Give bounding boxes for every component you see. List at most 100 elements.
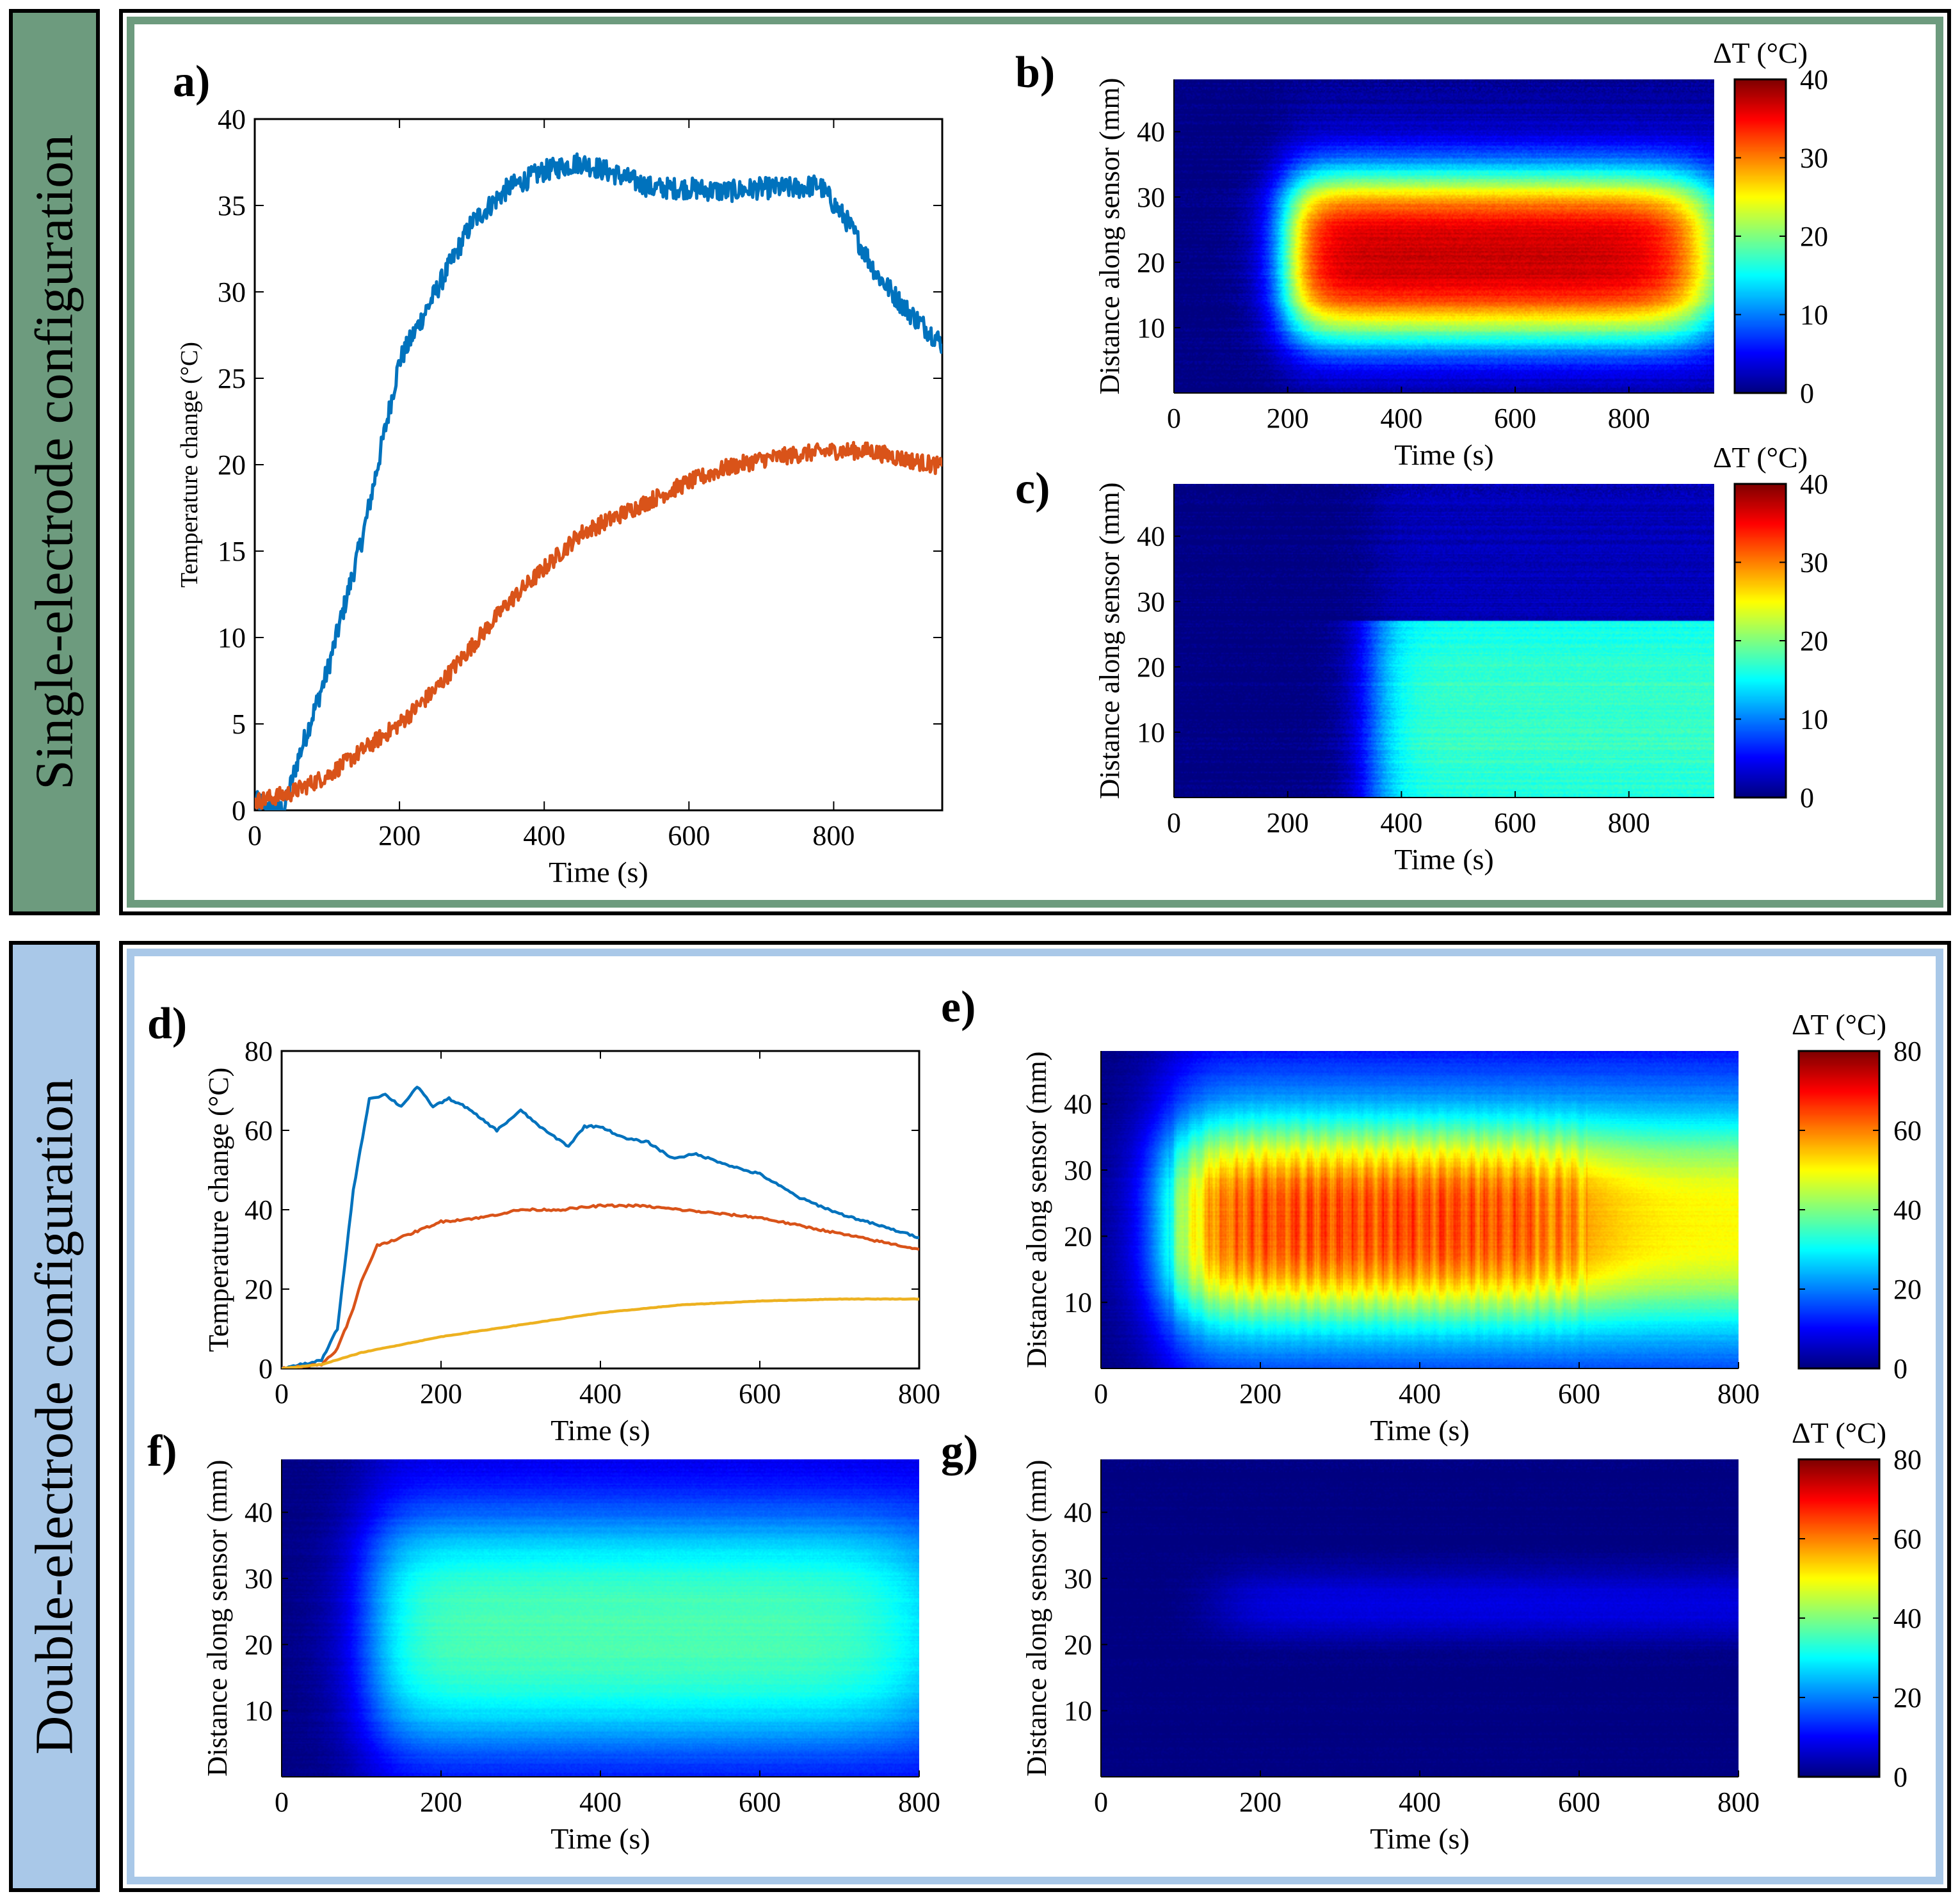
x-tick-label-f: 0 [275, 1786, 289, 1818]
series-line-d-orange [282, 1203, 919, 1368]
x-tick-label-a: 600 [668, 820, 710, 851]
heatmap-f [282, 1459, 919, 1777]
colorbar-tick-label-c: 20 [1800, 625, 1828, 657]
x-tick-label-c: 200 [1267, 807, 1309, 838]
colorbar-frame-e [1797, 1050, 1881, 1370]
x-tick-label-d: 600 [739, 1378, 781, 1409]
y-axis-label-e: Distance along sensor (mm) [1021, 1052, 1052, 1368]
y-tick-label-b: 30 [1137, 182, 1165, 213]
y-tick-label-a: 10 [218, 622, 246, 654]
colorbar-tick-label-g: 0 [1893, 1761, 1908, 1793]
y-tick-label-a: 0 [232, 795, 246, 826]
colorbar-tick-label-b: 30 [1800, 143, 1828, 174]
colorbar-tick-label-b: 20 [1800, 221, 1828, 252]
y-tick-label-d: 40 [245, 1194, 273, 1226]
panel-label-d: d) [147, 999, 187, 1048]
x-tick-label-d: 400 [579, 1378, 622, 1409]
colorbar-title-b: ΔT (°C) [1713, 36, 1808, 69]
y-axis-label-d: Temperature change (°C) [203, 1068, 234, 1352]
x-tick-label-f: 800 [898, 1786, 940, 1818]
x-tick-label-b: 0 [1167, 403, 1181, 434]
colorbar-tick-label-c: 0 [1800, 782, 1814, 814]
x-tick-label-a: 400 [523, 820, 565, 851]
y-tick-label-a: 20 [218, 449, 246, 481]
section-single-label-box: Single-electrode configuration [9, 9, 100, 915]
x-tick-label-g: 600 [1558, 1786, 1600, 1818]
x-tick-label-g: 400 [1399, 1786, 1441, 1818]
x-tick-label-d: 800 [898, 1378, 940, 1409]
colorbar-tick-label-b: 0 [1800, 378, 1814, 409]
x-axis-label-b: Time (s) [1394, 438, 1494, 471]
axes-frame-a [253, 118, 944, 812]
colorbar-tick-label-e: 20 [1893, 1274, 1922, 1305]
y-tick-label-f: 30 [245, 1563, 273, 1594]
x-tick-label-a: 200 [378, 820, 421, 851]
colorbar-tick-label-g: 40 [1893, 1603, 1922, 1634]
y-tick-label-c: 10 [1137, 717, 1165, 748]
x-tick-label-f: 400 [579, 1786, 622, 1818]
colorbar-tick-label-c: 10 [1800, 704, 1828, 735]
section-double-label-box: Double-electrode configuration [9, 941, 100, 1892]
colorbar-tick-label-e: 0 [1893, 1353, 1908, 1384]
colorbar-g [1799, 1459, 1879, 1777]
panel-label-f: f) [147, 1427, 177, 1476]
x-axis-label-e: Time (s) [1370, 1414, 1470, 1447]
y-axis-label-a: Temperature change (°C) [176, 342, 203, 588]
panel-label-a: a) [173, 57, 210, 106]
section-double-frame [119, 941, 1951, 1892]
colorbar-c [1735, 484, 1786, 798]
panel-label-b: b) [1015, 48, 1055, 97]
heatmap-b [1174, 79, 1714, 393]
x-tick-label-g: 200 [1239, 1786, 1281, 1818]
colorbar-e [1799, 1051, 1879, 1368]
x-tick-label-c: 800 [1608, 807, 1650, 838]
x-tick-label-c: 400 [1380, 807, 1422, 838]
panel-label-g: g) [941, 1427, 978, 1476]
heatmap-c [1174, 484, 1714, 798]
y-tick-label-a: 35 [218, 190, 246, 221]
x-tick-label-b: 800 [1608, 403, 1650, 434]
y-tick-label-g: 10 [1064, 1696, 1092, 1727]
x-axis-label-c: Time (s) [1394, 843, 1494, 876]
y-tick-label-e: 20 [1064, 1221, 1092, 1252]
y-axis-label-b: Distance along sensor (mm) [1094, 78, 1125, 395]
colorbar-b [1735, 79, 1786, 393]
y-tick-label-g: 40 [1064, 1497, 1092, 1528]
x-tick-label-g: 800 [1717, 1786, 1760, 1818]
x-tick-label-g: 0 [1094, 1786, 1108, 1818]
panel-label-e: e) [941, 983, 976, 1032]
y-tick-label-a: 25 [218, 363, 246, 394]
colorbar-tick-label-b: 10 [1800, 300, 1828, 331]
y-tick-label-a: 40 [218, 104, 246, 135]
colorbar-tick-label-e: 60 [1893, 1115, 1922, 1146]
section-double-inner [127, 949, 1943, 1884]
colorbar-tick-label-e: 40 [1893, 1194, 1922, 1226]
series-line-a-orange [255, 440, 942, 810]
colorbar-tick-label-g: 60 [1893, 1523, 1922, 1555]
y-tick-label-a: 15 [218, 536, 246, 567]
y-tick-label-d: 60 [245, 1115, 273, 1146]
colorbar-tick-label-c: 40 [1800, 469, 1828, 500]
x-tick-label-e: 0 [1094, 1378, 1108, 1409]
y-tick-label-d: 0 [259, 1353, 273, 1384]
y-tick-label-b: 40 [1137, 116, 1165, 148]
y-tick-label-f: 20 [245, 1629, 273, 1660]
x-tick-label-b: 400 [1380, 403, 1422, 434]
series-line-d-yellow [282, 1297, 919, 1368]
section-single-frame [119, 9, 1951, 915]
series-line-a-blue [255, 152, 942, 810]
y-tick-label-f: 40 [245, 1497, 273, 1528]
y-tick-label-c: 40 [1137, 521, 1165, 552]
x-tick-label-e: 600 [1558, 1378, 1600, 1409]
colorbar-frame-b [1733, 78, 1787, 394]
y-tick-label-c: 20 [1137, 652, 1165, 683]
x-tick-label-d: 0 [275, 1378, 289, 1409]
x-tick-label-a: 0 [248, 820, 262, 851]
heatmap-e [1101, 1051, 1739, 1368]
colorbar-tick-label-e: 80 [1893, 1036, 1922, 1067]
y-tick-label-e: 30 [1064, 1155, 1092, 1186]
y-axis-label-f: Distance along sensor (mm) [202, 1460, 233, 1777]
y-tick-label-b: 20 [1137, 247, 1165, 278]
colorbar-frame-g [1797, 1458, 1881, 1778]
